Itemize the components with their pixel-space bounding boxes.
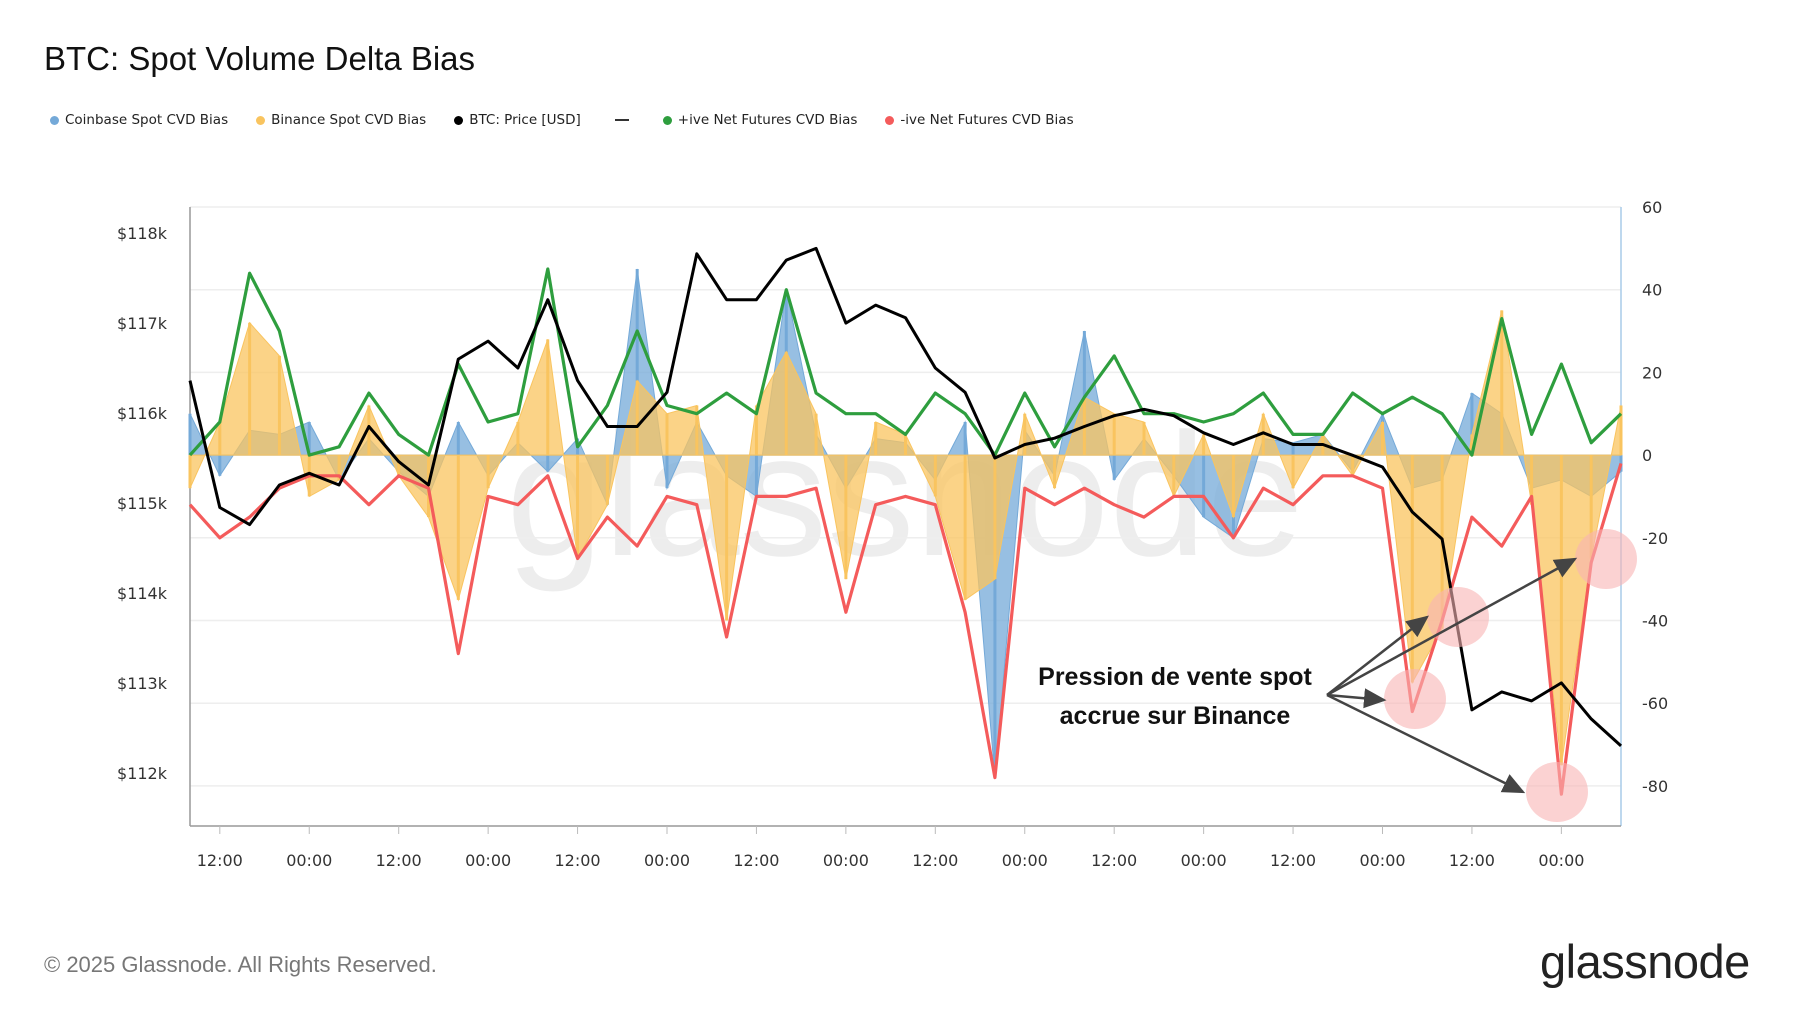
x-axis-tick-label: 00:00 [1002, 851, 1048, 870]
left-axis-tick-label: $115k [117, 494, 168, 513]
chart-title: BTC: Spot Volume Delta Bias [44, 40, 476, 77]
legend-item-price[interactable]: BTC: Price [USD] [454, 112, 581, 128]
right-axis-tick-label: -60 [1642, 694, 1668, 713]
annotation-line-2: accrue sur Binance [1059, 702, 1291, 730]
legend-label: Binance Spot CVD Bias [271, 112, 427, 128]
legend-dot-icon [662, 115, 672, 125]
legend-item-binance[interactable]: Binance Spot CVD Bias [256, 112, 426, 128]
x-axis-tick-label: 12:00 [197, 851, 243, 870]
legend-label: -ive Net Futures CVD Bias [900, 112, 1074, 128]
glassnode-logo: glassnode [1540, 935, 1750, 988]
right-axis-tick-label: -40 [1642, 611, 1668, 630]
series--ive-net-futures-cvd-bias [188, 267, 1623, 457]
x-axis-tick-label: 12:00 [733, 851, 779, 870]
highlight-circle [1427, 587, 1489, 647]
annotation-arrow [1326, 615, 1429, 696]
x-axis-tick-label: 00:00 [286, 851, 332, 870]
right-axis-tick-label: -20 [1642, 529, 1668, 548]
x-axis-tick-label: 12:00 [376, 851, 422, 870]
left-axis-tick-label: $118k [117, 224, 168, 243]
x-axis-tick-label: 00:00 [465, 851, 511, 870]
annotation-arrow [1326, 688, 1387, 709]
left-axis-tick-label: $117k [117, 314, 168, 333]
right-axis-tick-label: 60 [1642, 198, 1662, 217]
x-axis-tick-label: 00:00 [1538, 851, 1584, 870]
legend-label: BTC: Price [USD] [469, 112, 581, 128]
x-axis-tick-label: 12:00 [555, 851, 601, 870]
x-axis-tick-label: 00:00 [1181, 851, 1227, 870]
right-axis-tick-label: -80 [1642, 777, 1668, 796]
x-axis-tick-label: 00:00 [823, 851, 869, 870]
annotation-arrow [1326, 693, 1526, 794]
legend-dash-icon [614, 119, 629, 121]
series--ive-net-futures-cvd-bias [188, 462, 1623, 796]
legend-label: Coinbase Spot CVD Bias [65, 112, 229, 128]
left-axis-tick-label: $112k [117, 764, 168, 783]
highlight-circle [1575, 529, 1637, 589]
annotation-text: Pression de vente spot accrue sur Binanc… [1020, 658, 1330, 736]
legend-dot-icon [50, 115, 59, 125]
series-btc-price-usd- [188, 246, 1623, 748]
left-axis-tick-label: $113k [117, 674, 168, 693]
x-axis-tick-label: 12:00 [1091, 851, 1137, 870]
right-axis-tick-label: 20 [1642, 363, 1662, 382]
x-axis-tick-label: 00:00 [1359, 851, 1405, 870]
legend-dot-icon [256, 115, 266, 125]
legend-dot-icon [885, 115, 895, 125]
highlight-circle [1384, 669, 1446, 729]
x-axis-tick-label: 00:00 [644, 851, 690, 870]
annotation-line-1: Pression de vente spot [1038, 663, 1312, 691]
legend-item-negative-futures[interactable]: -ive Net Futures CVD Bias [885, 112, 1074, 128]
legend-item-positive-futures[interactable]: +ive Net Futures CVD Bias [662, 112, 858, 128]
x-axis-tick-label: 12:00 [1270, 851, 1316, 870]
legend-item-coinbase[interactable]: Coinbase Spot CVD Bias [50, 112, 228, 128]
annotation-arrow [1326, 557, 1578, 697]
highlight-circle [1526, 762, 1588, 822]
legend-dot-icon [454, 115, 464, 125]
legend-label: +ive Net Futures CVD Bias [677, 112, 858, 128]
left-axis-tick-label: $114k [117, 584, 168, 603]
right-axis-tick-label: 40 [1642, 281, 1662, 300]
right-axis-tick-label: 0 [1642, 446, 1652, 465]
left-axis-tick-label: $116k [117, 404, 168, 423]
legend: Coinbase Spot CVD Bias Binance Spot CVD … [50, 112, 1074, 128]
x-axis-tick-label: 12:00 [1449, 851, 1495, 870]
copyright: © 2025 Glassnode. All Rights Reserved. [44, 952, 437, 977]
x-axis-tick-label: 12:00 [912, 851, 958, 870]
